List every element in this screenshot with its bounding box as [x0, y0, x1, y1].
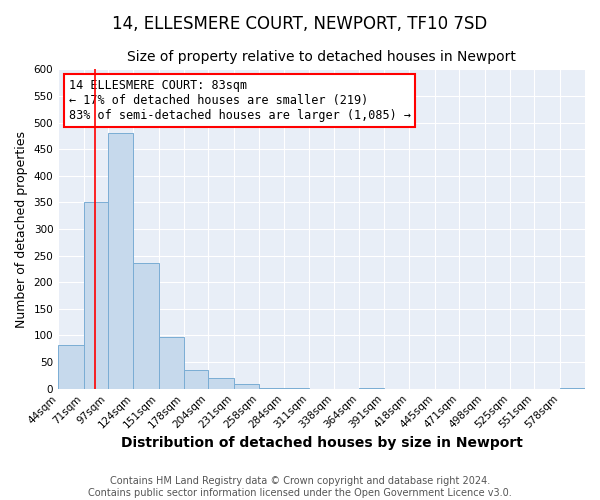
- Bar: [133, 262, 158, 388]
- Text: Contains HM Land Registry data © Crown copyright and database right 2024.
Contai: Contains HM Land Registry data © Crown c…: [88, 476, 512, 498]
- Bar: [234, 384, 259, 388]
- Bar: [83, 202, 108, 388]
- Bar: [184, 370, 208, 388]
- Bar: [108, 133, 133, 388]
- Bar: [158, 337, 184, 388]
- Bar: [58, 344, 83, 389]
- X-axis label: Distribution of detached houses by size in Newport: Distribution of detached houses by size …: [121, 436, 523, 450]
- Text: 14, ELLESMERE COURT, NEWPORT, TF10 7SD: 14, ELLESMERE COURT, NEWPORT, TF10 7SD: [112, 15, 488, 33]
- Bar: [208, 378, 234, 388]
- Title: Size of property relative to detached houses in Newport: Size of property relative to detached ho…: [127, 50, 516, 64]
- Text: 14 ELLESMERE COURT: 83sqm
← 17% of detached houses are smaller (219)
83% of semi: 14 ELLESMERE COURT: 83sqm ← 17% of detac…: [69, 79, 411, 122]
- Y-axis label: Number of detached properties: Number of detached properties: [15, 130, 28, 328]
